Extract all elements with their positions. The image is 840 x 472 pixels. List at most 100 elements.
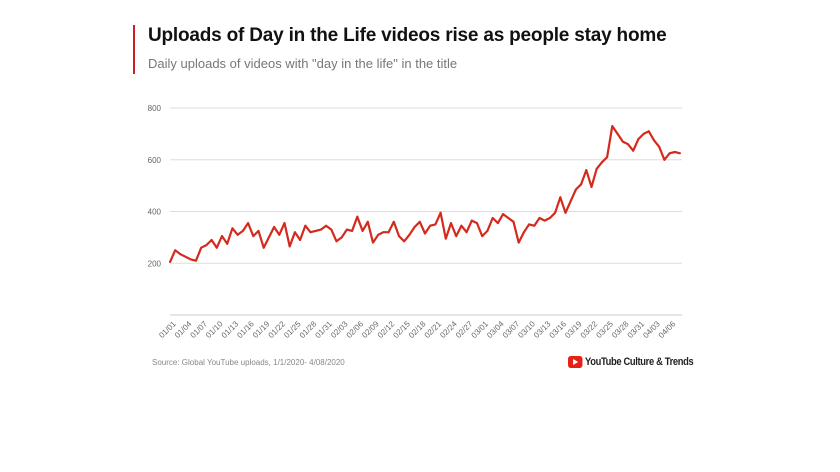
data-point [231,227,234,230]
data-point [647,130,650,133]
data-point [502,213,505,216]
data-point [554,211,557,214]
data-point [460,224,463,227]
data-point [351,229,354,232]
data-point [481,235,484,238]
data-point [439,211,442,214]
data-point [345,228,348,231]
y-tick-label: 600 [148,156,162,165]
data-point [226,242,229,245]
data-point [184,255,187,258]
data-point [600,161,603,164]
data-point [429,224,432,227]
data-point [377,233,380,236]
data-point [403,240,406,243]
data-point [658,145,661,148]
data-point [470,219,473,222]
data-point [595,167,598,170]
data-point [215,246,218,249]
data-point [195,259,198,262]
data-point [205,244,208,247]
data-point [590,185,593,188]
data-point [267,236,270,239]
data-point [538,216,541,219]
data-point [392,220,395,223]
data-point [304,224,307,227]
data-point [580,183,583,186]
data-point [371,241,374,244]
data-point [273,226,276,229]
data-point [455,235,458,238]
data-point [486,229,489,232]
data-point [548,216,551,219]
data-point [330,228,333,231]
data-point [679,152,681,155]
data-point [424,232,426,235]
data-point [221,235,224,238]
data-point [533,224,536,227]
data-point [611,125,614,128]
data-point [169,260,171,263]
data-point [663,158,666,161]
data-point [621,140,624,143]
data-point [387,231,390,234]
data-point [652,139,655,142]
data-point [444,237,447,240]
data-point [413,226,416,229]
data-point [418,220,421,223]
data-point [450,222,453,225]
data-point [574,188,577,191]
data-point [257,229,260,232]
data-point [528,223,531,226]
data-point [314,229,317,232]
x-tick-label: 04/06 [657,319,678,340]
data-point [356,215,359,218]
data-point [668,152,671,155]
data-point [210,238,213,241]
title-accent-bar [133,25,135,74]
data-point [262,246,265,249]
data-point [309,231,312,234]
youtube-play-icon [568,356,583,368]
data-point [174,249,177,252]
y-tick-label: 200 [148,259,162,268]
data-point [517,241,520,244]
data-point [283,222,286,225]
data-point [564,211,567,214]
data-point [241,229,244,232]
brand-name: YouTube Culture & Trends [585,356,694,368]
data-point [408,233,411,236]
data-point [288,245,291,248]
data-point [626,143,629,146]
data-point [465,231,468,234]
data-point [200,246,203,249]
data-point [189,258,192,261]
data-point [247,222,250,225]
data-point [606,156,609,159]
brand-logo: YouTube Culture & Trends [568,356,694,368]
data-point [522,231,525,234]
uploads-series-line [168,124,681,263]
data-point [637,138,640,141]
data-point [325,224,328,227]
data-point [335,240,338,243]
data-point [382,231,385,234]
source-note: Source: Global YouTube uploads, 1/1/2020… [152,358,345,367]
data-point [340,236,343,239]
data-point [397,235,400,238]
data-point [366,220,369,223]
data-point [361,229,364,232]
data-point [642,132,645,135]
data-point [673,150,676,153]
data-point [299,238,302,241]
chart-subtitle: Daily uploads of videos with "day in the… [148,56,458,71]
data-point [632,149,635,152]
data-point [278,233,281,236]
data-point [319,228,322,231]
data-point [512,220,515,223]
data-point [585,169,588,172]
data-point [476,222,479,225]
data-point [179,253,182,256]
data-point [293,231,296,234]
